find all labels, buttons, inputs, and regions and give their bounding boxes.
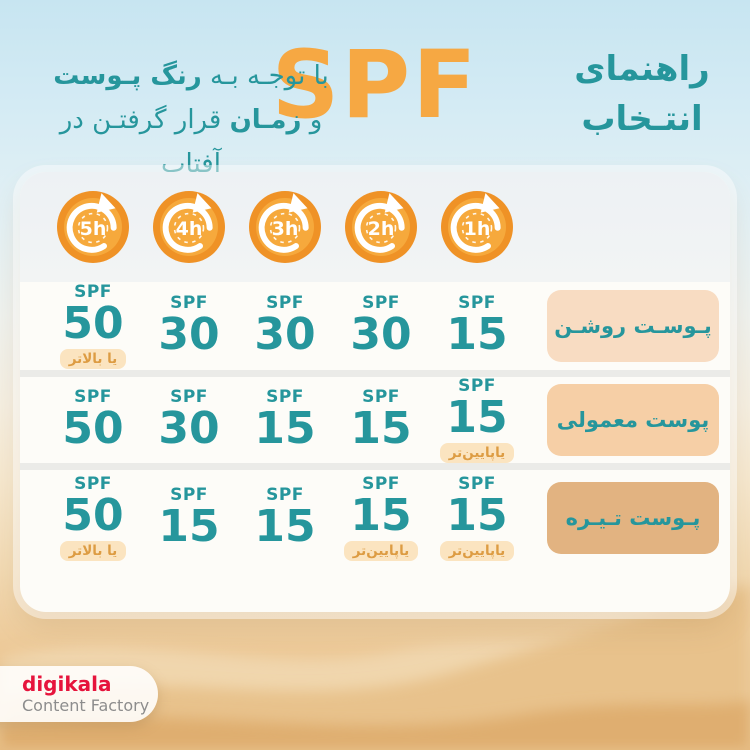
- spf-caption: SPF: [74, 282, 112, 302]
- spf-value-cell: SPF 30: [333, 294, 429, 358]
- spf-note-badge: یاپایین‌تر: [343, 541, 419, 561]
- spf-value-cell: SPF 30: [141, 294, 237, 358]
- clock-timer-icon: 2h: [345, 191, 417, 263]
- clock-timer-icon: 4h: [153, 191, 225, 263]
- spf-number: 30: [254, 309, 316, 360]
- spf-value-cell: SPF 15: [429, 294, 525, 358]
- spf-value-cell: SPF 50: [45, 388, 141, 452]
- subtitle-line2: و زمـان قرار گرفتـن در آفتاب: [59, 105, 323, 179]
- spf-number: 30: [350, 309, 412, 360]
- spf-number: 15: [350, 490, 412, 541]
- svg-text:3h: 3h: [272, 218, 299, 240]
- svg-text:4h: 4h: [176, 218, 203, 240]
- spf-number: 30: [158, 309, 220, 360]
- table-row: SPF 50 یا بالاتر SPF 15 SPF 15 SPF 15 یاپایین‌تر S…: [20, 470, 730, 566]
- time-column-header: 5h: [45, 190, 141, 264]
- spf-headline: SPF: [271, 31, 479, 140]
- brand-badge: digikala Content Factory: [0, 666, 158, 722]
- spf-value-cell: SPF 50 یا بالاتر: [45, 475, 141, 561]
- spf-value-cell: SPF 15: [237, 388, 333, 452]
- time-column-header: 1h: [429, 190, 525, 264]
- spf-caption: SPF: [458, 293, 496, 313]
- spf-caption: SPF: [170, 387, 208, 407]
- spf-number: 50: [62, 403, 124, 454]
- spf-note-badge: یا بالاتر: [59, 541, 127, 561]
- spf-number: 15: [446, 392, 508, 443]
- brand-subtitle: Content Factory: [22, 696, 150, 715]
- spf-value-cell: SPF 15: [237, 486, 333, 550]
- spf-number: 30: [158, 403, 220, 454]
- clock-timer-icon: 3h: [249, 191, 321, 263]
- spf-caption: SPF: [266, 485, 304, 505]
- spf-number: 15: [350, 403, 412, 454]
- spf-value-cell: SPF 30: [141, 388, 237, 452]
- table-row: SPF 50 SPF 30 SPF 15 SPF 15 SPF 15 یاپایین‌تر پوست …: [20, 377, 730, 463]
- spf-value-cell: SPF 50 یا بالاتر: [45, 283, 141, 369]
- spf-caption: SPF: [362, 293, 400, 313]
- table-row: SPF 50 یا بالاتر SPF 30 SPF 30 SPF 30 SPF 15 پـوسـت…: [20, 282, 730, 370]
- clock-timer-icon: 5h: [57, 191, 129, 263]
- page-title-line1: راهنمای: [574, 49, 710, 89]
- svg-text:2h: 2h: [368, 218, 395, 240]
- spf-value-cell: SPF 15 یاپایین‌تر: [429, 377, 525, 463]
- clock-timer-icon: 1h: [441, 191, 513, 263]
- svg-text:5h: 5h: [80, 218, 107, 240]
- spf-caption: SPF: [362, 387, 400, 407]
- spf-note-badge: یاپایین‌تر: [439, 541, 515, 561]
- spf-number: 15: [446, 309, 508, 360]
- row-separator: [20, 463, 730, 470]
- row-separator: [20, 370, 730, 377]
- spf-note-badge: یا بالاتر: [59, 349, 127, 369]
- spf-number: 15: [158, 501, 220, 552]
- spf-caption: SPF: [170, 485, 208, 505]
- spf-caption: SPF: [266, 293, 304, 313]
- page-title-line2: انتـخاب: [581, 99, 703, 139]
- time-column-header: 4h: [141, 190, 237, 264]
- time-column-header: 3h: [237, 190, 333, 264]
- skin-type-label: پوست معمولی: [547, 384, 719, 456]
- spf-caption: SPF: [458, 474, 496, 494]
- spf-number: 15: [254, 403, 316, 454]
- spf-value-cell: SPF 15 یاپایین‌تر: [429, 475, 525, 561]
- spf-caption: SPF: [458, 376, 496, 396]
- time-header-row: 5h 4h 3h 2h 1h: [20, 172, 730, 282]
- spf-value-cell: SPF 30: [237, 294, 333, 358]
- spf-number: 50: [62, 298, 124, 349]
- brand-logo-text: digikala: [22, 672, 112, 696]
- skin-type-label: پـوسـت روشـن: [547, 290, 719, 362]
- skin-type-label: پـوست تـیـره: [547, 482, 719, 554]
- svg-text:1h: 1h: [464, 218, 491, 240]
- spf-caption: SPF: [362, 474, 400, 494]
- page-title: راهنمای انتـخاب: [562, 44, 722, 144]
- spf-value-cell: SPF 15: [141, 486, 237, 550]
- spf-number: 15: [446, 490, 508, 541]
- spf-number: 15: [254, 501, 316, 552]
- spf-note-badge: یاپایین‌تر: [439, 443, 515, 463]
- spf-number: 50: [62, 490, 124, 541]
- spf-caption: SPF: [266, 387, 304, 407]
- spf-caption: SPF: [74, 474, 112, 494]
- spf-value-cell: SPF 15 یاپایین‌تر: [333, 475, 429, 561]
- subtitle-line1: با توجـه بـه رنگ پـوست: [53, 61, 329, 91]
- spf-caption: SPF: [170, 293, 208, 313]
- spf-value-cell: SPF 15: [333, 388, 429, 452]
- table-rows: SPF 50 یا بالاتر SPF 30 SPF 30 SPF 30 SPF 15 پـوسـت…: [20, 282, 730, 566]
- time-column-header: 2h: [333, 190, 429, 264]
- page-subtitle: با توجـه بـه رنگ پـوست و زمـان قرار گرفت…: [36, 54, 346, 186]
- spf-caption: SPF: [74, 387, 112, 407]
- spf-table-card: 5h 4h 3h 2h 1h SPF 50 یا بالاتر SPF 30 SPF 30 S…: [20, 172, 730, 612]
